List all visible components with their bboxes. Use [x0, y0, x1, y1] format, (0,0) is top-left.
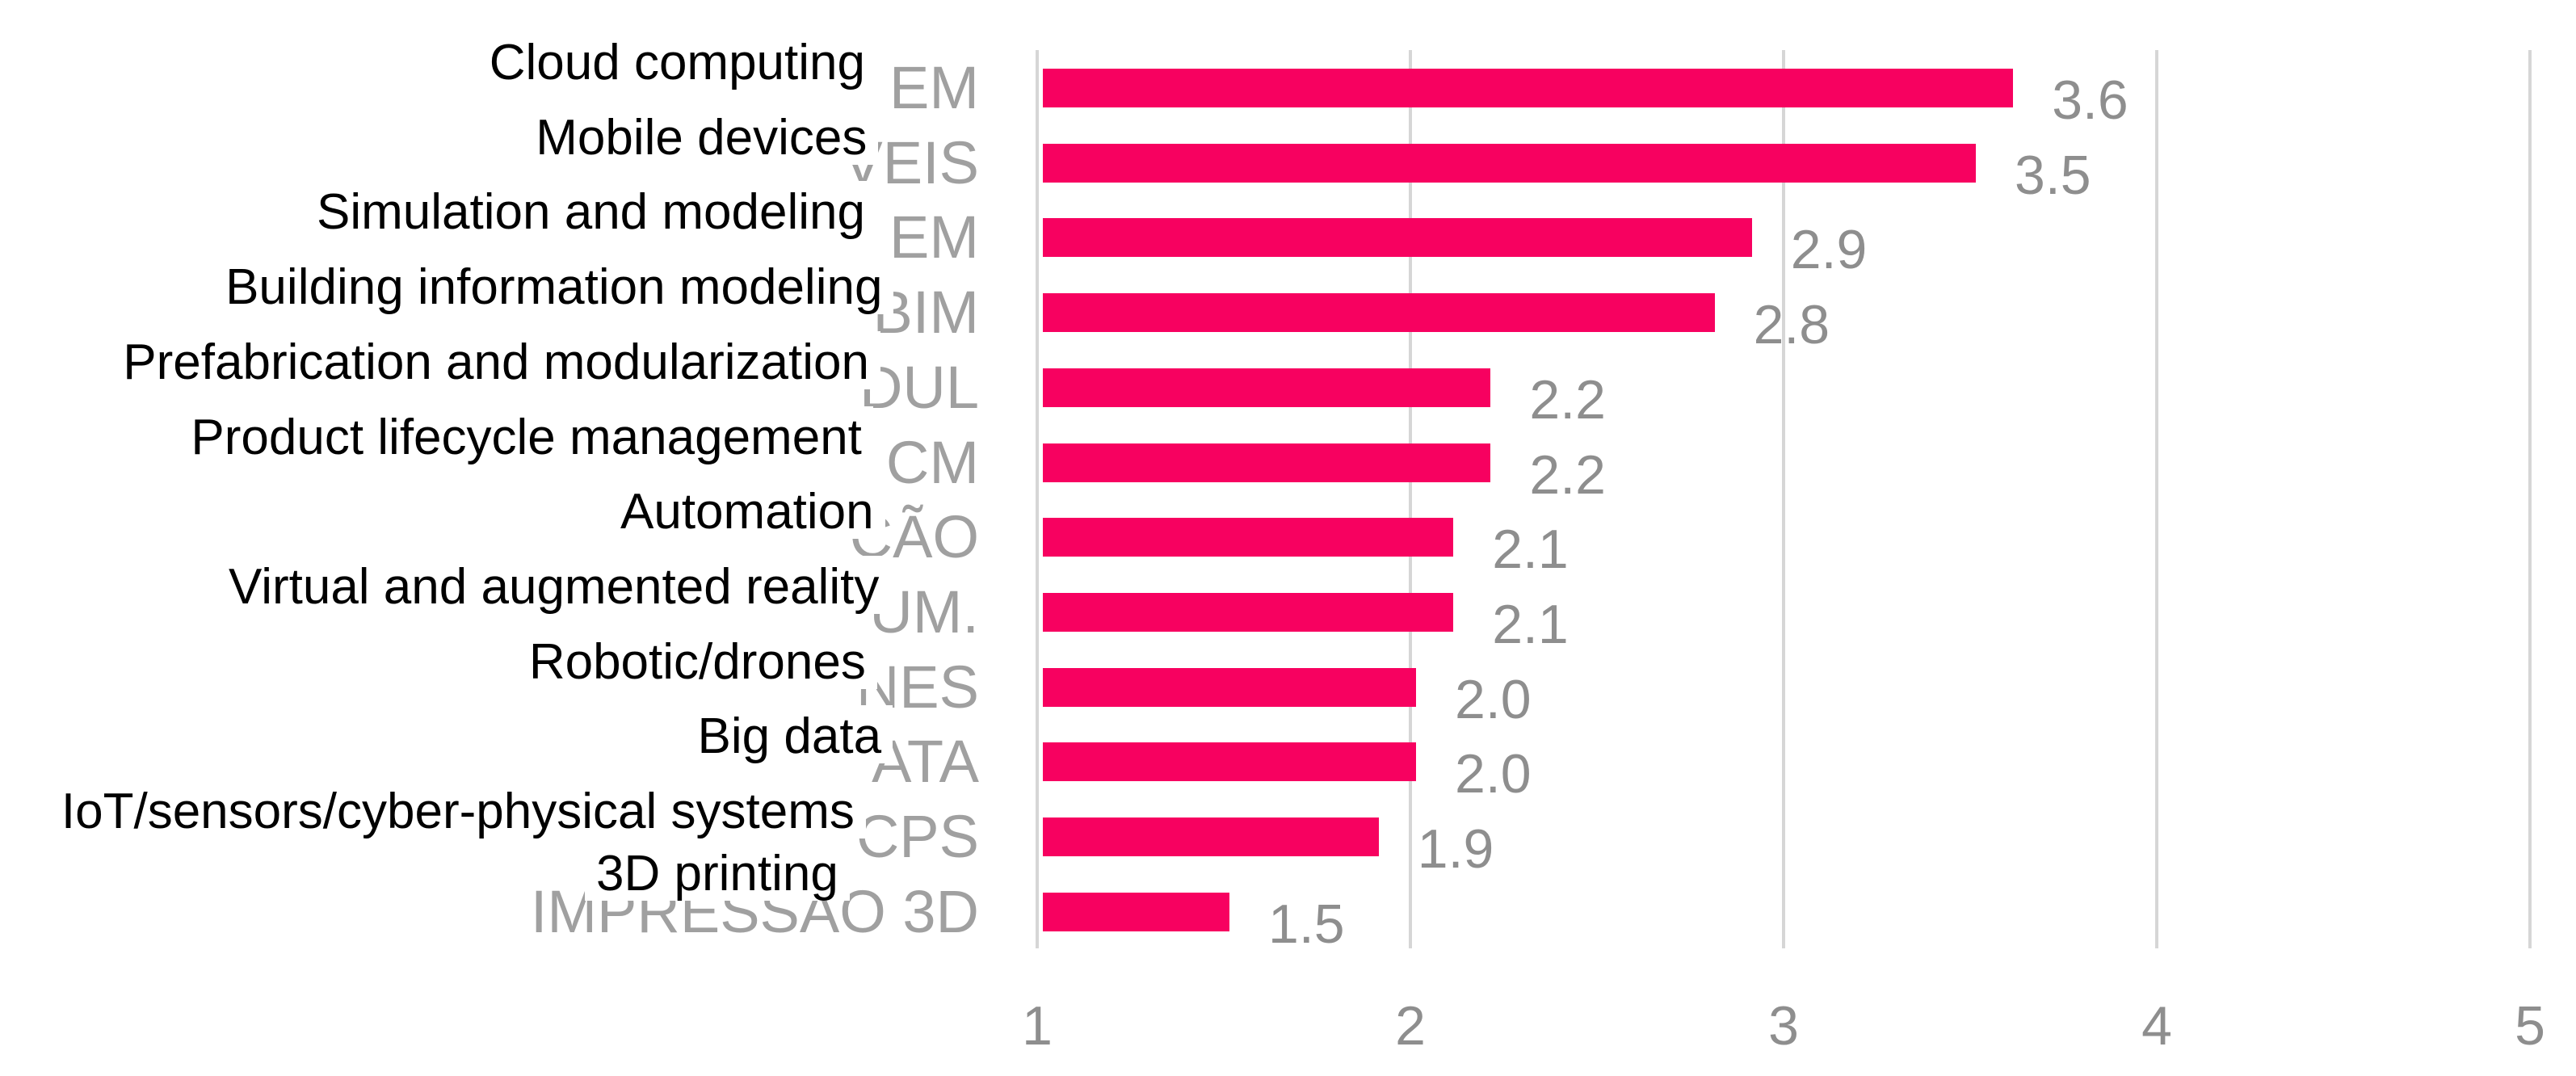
row-labels: 3D printing IMPRESSÃO 3D [531, 842, 979, 942]
bar-value-label: 3.5 [2015, 144, 2091, 206]
row-labels: IoT/sensors/cyber-physical systems CPS [49, 780, 979, 870]
bar [1043, 742, 1416, 782]
bar [1043, 592, 1454, 632]
bar-value-label: 2.2 [1529, 368, 1606, 431]
x-tick-label: 2 [1395, 995, 1426, 1057]
bar [1043, 443, 1491, 482]
row-labels: Building information modeling BIM [214, 256, 979, 343]
category-label-en: Big data [686, 705, 893, 764]
gridline [1036, 50, 1039, 948]
bar-value-label: 2.2 [1529, 443, 1606, 506]
chart-row: Cloud computing EM 3.6 [0, 32, 2576, 128]
chart-row: Big data ATA 2.0 [0, 705, 2576, 801]
chart-row: Product lifecycle management CM 2.2 [0, 406, 2576, 502]
bar [1043, 667, 1416, 707]
category-label-en: Automation [609, 481, 885, 540]
bar [1043, 818, 1379, 856]
bar [1043, 518, 1454, 557]
category-label-en: Cloud computing [477, 32, 876, 90]
gridline [1409, 50, 1412, 948]
category-label-en: Virtual and augmented reality [216, 555, 891, 614]
bar [1043, 892, 1229, 931]
x-tick-label: 5 [2515, 995, 2545, 1057]
bar [1043, 218, 1752, 258]
chart-row: IoT/sensors/cyber-physical systems CPS 1… [0, 780, 2576, 876]
bar-value-label: 2.1 [1492, 593, 1569, 655]
chart-row: Automation ÇÃO 2.1 [0, 481, 2576, 577]
bar-value-label: 2.9 [1790, 219, 1868, 281]
category-label-en: Mobile devices [524, 106, 879, 165]
category-label-en: IoT/sensors/cyber-physical systems [49, 780, 866, 839]
gridline [1782, 50, 1785, 948]
x-tick-label: 1 [1022, 995, 1053, 1057]
category-label-en: Prefabrication and modularization [111, 330, 880, 389]
category-label-en: 3D printing [585, 842, 850, 901]
bar [1043, 69, 2014, 107]
bar-value-label: 2.8 [1753, 294, 1830, 356]
x-tick-label: 3 [1768, 995, 1799, 1057]
bar-value-label: 3.6 [2052, 69, 2128, 131]
row-labels: Robotic/drones NES [517, 630, 979, 717]
category-label-pt-fragment: EM [889, 54, 979, 121]
bar-value-label: 2.0 [1455, 668, 1532, 730]
category-label-pt-fragment: EM [889, 204, 979, 271]
chart-row: Building information modeling BIM 2.8 [0, 256, 2576, 352]
row-labels: Automation ÇÃO [609, 481, 979, 567]
category-label-en: Robotic/drones [517, 630, 877, 689]
chart-row: Mobile devices VEIS 3.5 [0, 106, 2576, 203]
row-labels: Cloud computing EM [477, 32, 979, 121]
gridline [2155, 50, 2158, 948]
chart-row: Simulation and modeling EM 2.9 [0, 181, 2576, 277]
category-label-en: Simulation and modeling [305, 181, 876, 240]
row-labels: Simulation and modeling EM [305, 181, 979, 271]
chart-row: Robotic/drones NES 2.0 [0, 630, 2576, 727]
bar-value-label: 1.9 [1417, 818, 1494, 880]
bar-value-label: 1.5 [1268, 893, 1345, 955]
chart-row: Virtual and augmented reality UM. 2.1 [0, 555, 2576, 652]
x-tick-label: 4 [2141, 995, 2172, 1057]
gridline [2528, 50, 2532, 948]
chart-row: 3D printing IMPRESSÃO 3D 1.5 [0, 842, 2576, 952]
bar [1043, 293, 1715, 333]
category-label-en: Product lifecycle management [179, 406, 873, 464]
row-labels: Virtual and augmented reality UM. [216, 555, 979, 642]
category-label-pt-fragment: CM [885, 428, 979, 496]
chart-row: Prefabrication and modularization DUL 2.… [0, 330, 2576, 427]
bar [1043, 368, 1491, 407]
bar-value-label: 2.1 [1492, 519, 1569, 581]
row-labels: Product lifecycle management CM [179, 406, 979, 496]
bar-value-label: 2.0 [1455, 743, 1532, 805]
row-labels: Mobile devices VEIS [524, 106, 979, 193]
category-label-pt-fragment: CPS [855, 803, 979, 870]
category-label-en: Building information modeling [214, 256, 894, 315]
bar [1043, 143, 1976, 183]
row-labels: Big data ATA [686, 705, 979, 792]
row-labels: Prefabrication and modularization DUL [111, 330, 979, 418]
